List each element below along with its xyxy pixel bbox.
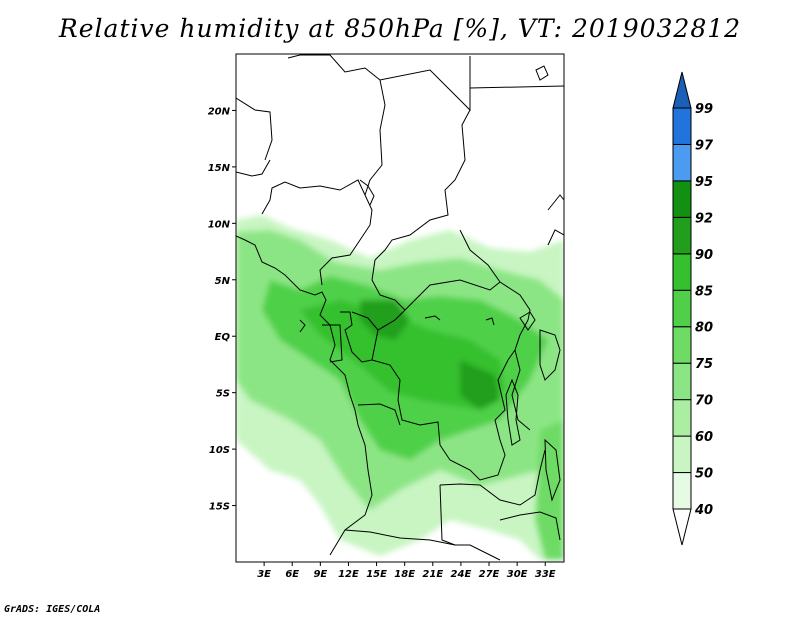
colorbar-band [672,107,692,145]
humidity-contour-90 [300,300,505,410]
colorbar-label: 85 [695,284,713,299]
colorbar-upper-arrow [672,71,692,109]
humidity-contour-92 [360,300,500,410]
longitude-axis: 3E 6E 9E 12E 15E 18E 21E 24E 27E 30E 33E [257,562,556,580]
colorbar-band [672,180,692,218]
colorbar-band [672,399,692,437]
lon-tick-label: 12E [338,569,359,580]
lat-tick-label: 10N [208,219,231,230]
colorbar-band [672,362,692,401]
lon-tick-label: 3E [257,569,271,580]
lon-tick-label: 33E [535,569,556,580]
lon-tick-label: 6E [285,569,299,580]
colorbar-label: 92 [695,211,713,226]
colorbar-label: 97 [695,138,714,153]
lat-tick-label: 15S [209,502,230,513]
colorbar-band [672,253,692,291]
latitude-axis: 20N 15N 10N 5N EQ 5S 10S 15S [208,106,236,513]
colorbar-band [672,326,692,364]
lat-tick-label: 5N [215,276,231,287]
lat-tick-label: 15N [208,163,231,174]
map-title: Relative humidity at 850hPa [%], VT: 201… [58,14,742,43]
colorbar-band [672,216,692,255]
colorbar-label: 40 [694,503,713,518]
map-frame [235,53,565,563]
colorbar: 40 50 60 70 75 80 85 90 92 95 97 99 [672,71,714,546]
colorbar-label: 75 [695,357,713,372]
lon-tick-label: 15E [366,569,387,580]
colorbar-label: 50 [695,467,713,482]
lat-tick-label: 10S [209,445,230,456]
lat-tick-label: EQ [215,332,231,343]
lon-tick-label: 18E [394,569,415,580]
lat-tick-label: 5S [216,389,230,400]
colorbar-band [672,435,692,474]
country-borders [236,54,564,561]
humidity-field [236,215,564,560]
colorbar-label: 70 [695,394,713,409]
colorbar-label: 99 [695,102,713,117]
colorbar-band [672,472,692,510]
lon-tick-label: 21E [422,569,443,580]
credit-text: GrADS: IGES/COLA [4,604,101,615]
colorbar-lower-arrow [672,508,692,546]
lon-tick-label: 27E [479,569,500,580]
lon-tick-label: 30E [507,569,528,580]
colorbar-band [672,143,692,182]
colorbar-label: 60 [695,430,713,445]
colorbar-band [672,289,692,328]
lat-tick-label: 20N [208,106,231,117]
lon-tick-label: 24E [451,569,472,580]
lon-tick-label: 9E [313,569,327,580]
colorbar-label: 90 [695,248,713,263]
colorbar-label: 80 [695,321,713,336]
colorbar-label: 95 [695,175,713,190]
